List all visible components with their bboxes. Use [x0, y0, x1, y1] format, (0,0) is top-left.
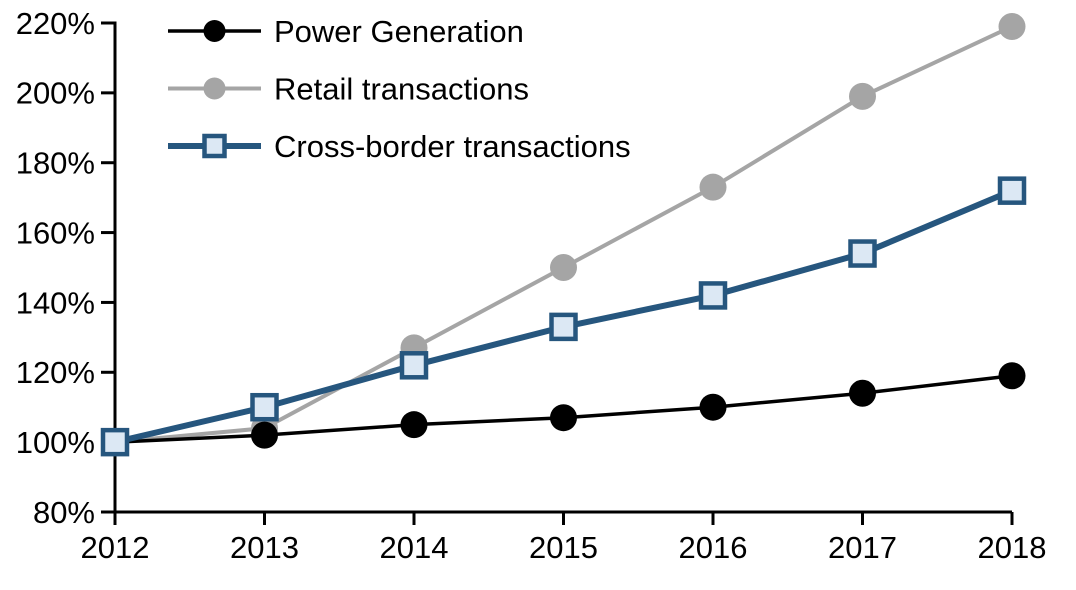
data-point-power-generation-2017	[849, 379, 876, 407]
legend-label-retail-transactions: Retail transactions	[274, 71, 529, 106]
legend-item-power-generation: Power Generation	[168, 14, 524, 49]
x-axis-tick-label: 2017	[828, 530, 897, 565]
y-axis-tick-label: 120%	[16, 355, 95, 390]
legend-label-power-generation: Power Generation	[274, 14, 524, 49]
x-axis-tick-label: 2016	[679, 530, 748, 565]
data-point-cross-border-transactions-2018	[997, 176, 1027, 205]
data-point-cross-border-transactions-2017	[848, 239, 877, 268]
legend-item-cross-border-transactions: Cross-border transactions	[168, 129, 631, 164]
data-point-cross-border-transactions-2014	[399, 351, 429, 380]
x-axis-tick-label: 2014	[380, 530, 449, 565]
y-axis-tick-label: 80%	[33, 495, 95, 530]
data-point-cross-border-transactions-2012	[100, 427, 130, 457]
data-point-retail-transactions-2015	[550, 254, 577, 281]
series-power-generation	[101, 362, 1026, 456]
legend-marker-power-generation	[203, 20, 226, 42]
data-point-cross-border-transactions-2015	[549, 312, 578, 342]
legend-label-cross-border-transactions: Cross-border transactions	[274, 129, 631, 164]
data-point-retail-transactions-2018	[998, 12, 1026, 40]
y-axis-tick-label: 220%	[16, 6, 95, 41]
y-axis-tick-label: 160%	[16, 215, 95, 250]
y-axis-tick-label: 180%	[16, 146, 95, 181]
data-point-retail-transactions-2016	[699, 173, 727, 201]
x-axis-tick-label: 2013	[230, 530, 299, 565]
data-point-cross-border-transactions-2016	[698, 281, 728, 310]
data-point-power-generation-2013	[251, 421, 278, 449]
y-axis-tick-label: 100%	[16, 425, 95, 460]
x-axis-tick-label: 2018	[978, 530, 1047, 565]
y-axis-tick-label: 200%	[16, 76, 95, 111]
x-axis-tick-label: 2015	[529, 530, 598, 565]
data-point-power-generation-2015	[550, 404, 577, 432]
series-cross-border-transactions	[100, 176, 1027, 457]
legend-item-retail-transactions: Retail transactions	[168, 71, 529, 106]
data-point-power-generation-2018	[998, 362, 1026, 390]
y-axis-tick-label: 140%	[16, 285, 95, 320]
data-point-cross-border-transactions-2013	[250, 392, 279, 422]
data-point-power-generation-2014	[400, 411, 428, 439]
legend-marker-retail-transactions	[203, 77, 226, 100]
x-axis-tick-label: 2012	[81, 530, 150, 565]
data-point-retail-transactions-2017	[849, 82, 876, 110]
legend-marker-cross-border-transactions	[202, 133, 227, 159]
data-point-power-generation-2016	[699, 393, 727, 421]
